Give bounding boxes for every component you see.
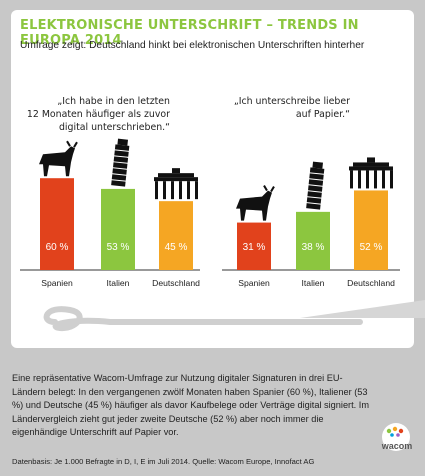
bar xyxy=(40,178,74,270)
wacom-logo-icon xyxy=(382,423,410,451)
data-label: 31 % xyxy=(243,242,266,253)
infographic-card xyxy=(11,10,414,348)
bar xyxy=(354,190,388,270)
category-label: Italien xyxy=(302,278,325,288)
wacom-logo-text: wacom xyxy=(381,441,413,451)
data-label: 45 % xyxy=(165,242,188,253)
brandenburg-gate-icon xyxy=(154,168,198,200)
category-label: Spanien xyxy=(238,278,270,288)
bar xyxy=(237,222,271,270)
brandenburg-gate-icon xyxy=(349,157,393,189)
category-label: Italien xyxy=(107,278,130,288)
quote-right: „Ich unterschreibe lieber auf Papier.“ xyxy=(233,96,350,120)
bar xyxy=(159,201,193,270)
source-note: Datenbasis: Je 1.000 Befragte in D, I, E… xyxy=(12,457,315,466)
category-label: Deutschland xyxy=(152,278,200,288)
bull-icon xyxy=(39,140,78,177)
category-label: Spanien xyxy=(41,278,73,288)
data-label: 52 % xyxy=(360,242,383,253)
data-label: 38 % xyxy=(302,242,325,253)
category-label: Deutschland xyxy=(347,278,395,288)
description-text: Eine repräsentative Wacom-Umfrage zur Nu… xyxy=(12,373,369,437)
quote-left: „Ich habe in den letzten 12 Monaten häuf… xyxy=(26,96,170,133)
leaning-tower-icon xyxy=(306,161,325,210)
data-label: 60 % xyxy=(46,242,69,253)
chart-title: ELEKTRONISCHE UNTERSCHRIFT – TRENDS IN E… xyxy=(20,18,359,48)
data-label: 53 % xyxy=(107,242,130,253)
bar xyxy=(296,211,330,270)
bar xyxy=(101,188,135,270)
chart-subtitle: Umfrage zeigt: Deutschland hinkt bei ele… xyxy=(20,40,365,51)
pen-signature-icon xyxy=(43,300,425,332)
bull-icon xyxy=(236,185,275,221)
leaning-tower-icon xyxy=(111,138,130,187)
